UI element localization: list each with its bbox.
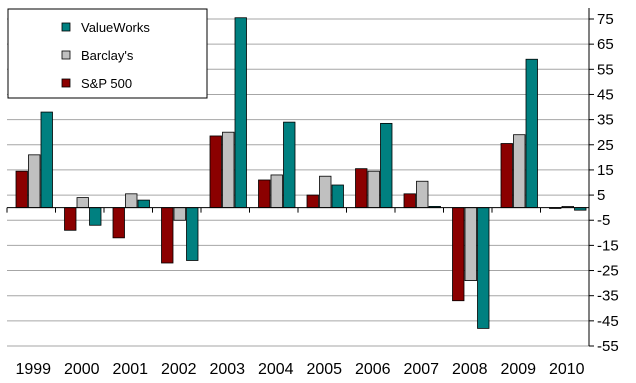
bar-valueworks-2004	[284, 122, 296, 208]
bar-s-p-500-2004	[259, 180, 271, 208]
x-tick-label-2004: 2004	[258, 361, 294, 378]
y-tick-label: 15	[597, 162, 614, 179]
y-tick-label: -55	[597, 338, 619, 355]
x-tick-label-2006: 2006	[355, 361, 391, 378]
legend-label: S&P 500	[81, 76, 132, 91]
x-tick-label-2005: 2005	[306, 361, 342, 378]
bar-s-p-500-2008	[453, 208, 465, 301]
legend-swatch	[62, 79, 70, 87]
legend-label: ValueWorks	[81, 20, 150, 35]
bar-valueworks-2001	[138, 200, 150, 208]
bar-s-p-500-2002	[162, 208, 174, 263]
bar-s-p-500-2007	[404, 194, 416, 208]
y-tick-label: 55	[597, 61, 614, 78]
legend-swatch	[62, 23, 70, 31]
bar-barclay-s-2002	[174, 208, 186, 221]
y-tick-label: 35	[597, 112, 614, 129]
bar-s-p-500-2003	[210, 136, 222, 208]
y-tick-label: -5	[597, 212, 610, 229]
bar-s-p-500-2000	[65, 208, 77, 231]
bar-valueworks-2009	[526, 59, 538, 207]
x-tick-label-2008: 2008	[452, 361, 488, 378]
bar-barclay-s-2009	[514, 135, 526, 208]
bar-s-p-500-2001	[113, 208, 125, 238]
legend: ValueWorks Barclay's S&P 500	[8, 9, 207, 98]
y-tick-label: 65	[597, 36, 614, 53]
legend-swatch	[62, 51, 70, 59]
bar-barclay-s-2003	[223, 132, 235, 207]
bar-valueworks-2005	[332, 185, 344, 208]
bar-barclay-s-2004	[271, 175, 283, 208]
y-tick-label: -45	[597, 313, 619, 330]
x-tick-labels: 1999 2000 2001 2002 2003 2004 2005 2006 2007 2008…	[15, 361, 584, 378]
bar-barclay-s-2001	[126, 194, 138, 208]
y-tick-label: 5	[597, 187, 605, 204]
bar-valueworks-2002	[187, 208, 199, 261]
x-tick-label-2003: 2003	[209, 361, 245, 378]
x-tick-label-2002: 2002	[161, 361, 197, 378]
x-tick-label-2009: 2009	[500, 361, 536, 378]
bar-barclay-s-2000	[77, 198, 89, 208]
y-tick-label: -15	[597, 237, 619, 254]
x-tick-label-2000: 2000	[64, 361, 100, 378]
legend-label: Barclay's	[81, 48, 134, 63]
bar-s-p-500-1999	[16, 171, 28, 207]
bar-barclay-s-2006	[368, 171, 380, 207]
x-tick-label-2001: 2001	[112, 361, 148, 378]
bar-s-p-500-2006	[356, 169, 368, 208]
bar-valueworks-2008	[478, 208, 490, 329]
x-tick-label-1999: 1999	[15, 361, 51, 378]
y-tick-label: 75	[597, 11, 614, 28]
bar-valueworks-2003	[235, 18, 247, 208]
bar-barclay-s-2007	[417, 181, 429, 207]
y-tick-label: 25	[597, 137, 614, 154]
bar-s-p-500-2005	[307, 195, 319, 208]
bar-valueworks-2000	[90, 208, 102, 226]
y-tick-label: 45	[597, 86, 614, 103]
x-tick-label-2007: 2007	[403, 361, 439, 378]
bar-s-p-500-2009	[501, 144, 513, 208]
bar-valueworks-2006	[381, 123, 393, 207]
bar-barclay-s-1999	[29, 155, 41, 208]
y-tick-label: -35	[597, 288, 619, 305]
bar-valueworks-1999	[41, 112, 53, 208]
bar-barclay-s-2008	[465, 208, 477, 281]
x-tick-label-2010: 2010	[549, 361, 585, 378]
bar-barclay-s-2005	[320, 176, 332, 207]
y-tick-label: -25	[597, 263, 619, 280]
